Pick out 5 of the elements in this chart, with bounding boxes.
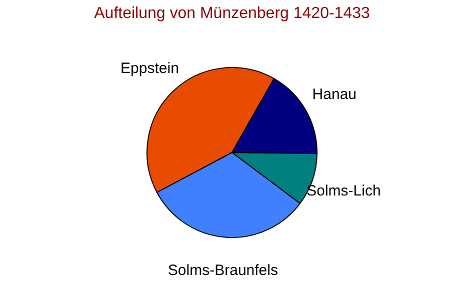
chart-title: Aufteilung von Münzenberg 1420-1433: [94, 5, 370, 22]
slice-label: Eppstein: [120, 60, 179, 77]
slice-label: Hanau: [312, 86, 356, 103]
slice-label: Solms-Lich: [306, 182, 381, 200]
slice-label: Solms-Braunfels: [168, 262, 278, 280]
